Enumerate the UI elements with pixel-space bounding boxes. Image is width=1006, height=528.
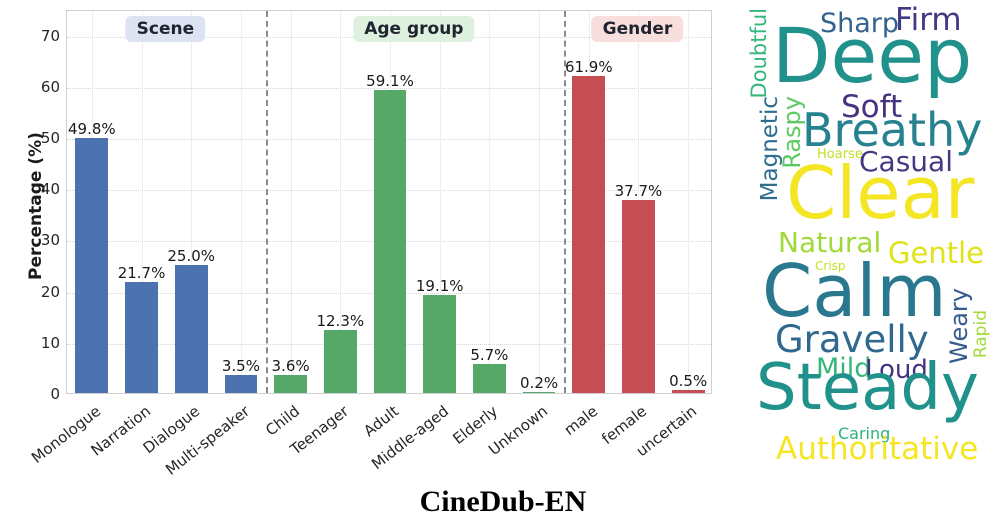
ytick-10: 10: [40, 333, 60, 352]
bar-child: [274, 374, 307, 393]
bar-adult: [373, 90, 407, 393]
value-label-elderly: 5.7%: [470, 345, 509, 364]
ytick-60: 60: [40, 77, 60, 96]
wordcloud-word-casual: Casual: [859, 145, 953, 178]
ytick-20: 20: [40, 282, 60, 301]
gridline-y-60: [67, 87, 711, 89]
wordcloud-word-hoarse: Hoarse: [817, 147, 863, 162]
plot-area: 49.8% 21.7% 25.0% 3.5% 3.6% 12.3% 59.1% 19.1% 5.…: [66, 10, 712, 394]
wordcloud-word-firm: Firm: [895, 2, 962, 38]
gridline-x-dialogue: [191, 11, 193, 393]
value-label-female: 37.7%: [614, 181, 663, 200]
value-label-child: 3.6%: [271, 356, 310, 375]
wordcloud-word-gentle: Gentle: [888, 236, 984, 270]
gridline-x-middle-aged: [439, 11, 441, 393]
ytick-50: 50: [40, 129, 60, 147]
wordcloud-word-loud: Loud: [865, 355, 928, 385]
gridline-x-unknown: [539, 11, 541, 393]
bar-monologue: [75, 138, 109, 393]
wordcloud-word-crisp: Crisp: [815, 259, 846, 273]
gridline-x-uncertain: [688, 11, 690, 393]
gridline-x-teenager: [340, 11, 342, 393]
ytick-0: 0: [50, 385, 60, 403]
value-label-narration: 21.7%: [117, 263, 166, 282]
value-label-adult: 59.1%: [366, 72, 414, 91]
wordcloud: Doubtful Sharp Firm Deep Magnetic Raspy Soft Br…: [720, 0, 1006, 528]
value-label-unknown: 0.2%: [520, 373, 559, 392]
group-header-gender: Gender: [591, 16, 684, 42]
wordcloud-word-gravelly: Gravelly: [775, 318, 929, 361]
ytick-70: 70: [40, 26, 60, 45]
wordcloud-word-calm: Calm: [762, 249, 947, 333]
wordcloud-word-steady: Steady: [756, 351, 979, 425]
wordcloud-word-breathy: Breathy: [802, 103, 983, 157]
value-label-dialogue: 25.0%: [167, 247, 216, 265]
figure-title: CineDub-EN: [419, 485, 587, 518]
wordcloud-word-mild: Mild: [816, 353, 872, 384]
value-label-teenager: 12.3%: [316, 312, 365, 331]
bar-middle-aged: [423, 295, 457, 393]
group-separator-2: [563, 11, 566, 393]
y-axis-label: Percentage (%): [26, 132, 46, 280]
wordcloud-word-caring: Caring: [838, 424, 891, 443]
value-label-multi-speaker: 3.5%: [221, 357, 260, 376]
bar-male: [572, 76, 606, 393]
bar-uncertain: [671, 390, 705, 393]
bar-elderly: [472, 363, 506, 393]
value-label-uncertain: 0.5%: [669, 372, 708, 391]
group-header-scene: Scene: [125, 16, 206, 42]
bar-unknown: [522, 391, 556, 393]
wordcloud-word-soft: Soft: [841, 89, 903, 125]
bar-teenager: [323, 330, 357, 393]
bar-narration: [125, 281, 158, 393]
ytick-30: 30: [40, 231, 60, 250]
group-header-age-group: Age group: [353, 16, 475, 42]
wordcloud-word-authoritative: Authoritative: [776, 431, 979, 467]
value-label-male: 61.9%: [564, 58, 613, 77]
ytick-40: 40: [40, 180, 60, 199]
wordcloud-word-clear: Clear: [786, 151, 975, 235]
gridline-x-elderly: [489, 11, 491, 393]
bar-dialogue: [174, 265, 208, 393]
wordcloud-word-doubtful: Doubtful: [747, 8, 771, 99]
gridline-x-child: [290, 11, 292, 393]
gridline-x-narration: [141, 11, 143, 393]
value-label-middle-aged: 19.1%: [415, 277, 464, 296]
wordcloud-word-natural: Natural: [778, 226, 882, 259]
value-label-monologue: 49.8%: [68, 120, 116, 139]
bar-chart: Percentage (%) 0 10 20 30 40 50 60 70 49.8% 21.7…: [26, 10, 712, 479]
group-separator-1: [265, 11, 268, 393]
gridline-x-multi-speaker: [240, 11, 242, 393]
wordcloud-word-deep: Deep: [772, 11, 973, 100]
bar-female: [622, 199, 655, 393]
wordcloud-word-sharp: Sharp: [820, 8, 900, 39]
bar-multi-speaker: [224, 375, 258, 393]
